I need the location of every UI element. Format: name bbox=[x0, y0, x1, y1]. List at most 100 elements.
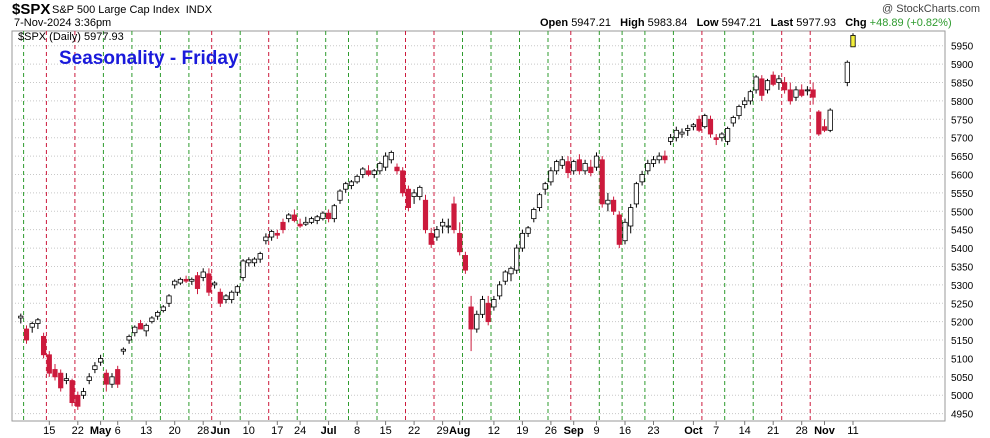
candles bbox=[18, 33, 856, 410]
candle-body bbox=[200, 271, 206, 278]
candle-body bbox=[268, 231, 275, 238]
y-tick-label: 5900 bbox=[951, 60, 974, 71]
high-value: 5983.84 bbox=[647, 17, 688, 29]
candle-body bbox=[103, 372, 109, 385]
x-tick-label: 28 bbox=[197, 425, 209, 437]
candle-body bbox=[52, 369, 58, 378]
candle-body bbox=[576, 159, 583, 172]
candle-body bbox=[303, 221, 309, 225]
candle-body bbox=[804, 89, 811, 92]
candle-body bbox=[673, 129, 679, 139]
candle-body bbox=[189, 278, 195, 282]
x-tick-label: 23 bbox=[647, 425, 659, 437]
candle-body bbox=[696, 118, 702, 131]
x-tick-label: 10 bbox=[243, 425, 255, 437]
candle-body bbox=[502, 271, 508, 282]
candle-body bbox=[394, 166, 400, 172]
x-tick-label: 19 bbox=[516, 425, 528, 437]
candle-body bbox=[479, 299, 486, 315]
candle-body bbox=[211, 282, 218, 286]
candle-body bbox=[417, 186, 423, 197]
candle-body bbox=[120, 348, 126, 352]
candle-body bbox=[29, 323, 35, 328]
candle-body bbox=[405, 188, 412, 209]
candle-body bbox=[719, 133, 725, 139]
x-tick-label: 15 bbox=[43, 425, 55, 437]
open-value: 5947.21 bbox=[571, 17, 611, 29]
x-tick-label: 15 bbox=[379, 425, 391, 437]
x-tick-label: 13 bbox=[140, 425, 152, 437]
x-tick-label: Jun bbox=[211, 425, 231, 437]
candle-body bbox=[514, 247, 520, 271]
x-tick-label: Aug bbox=[449, 425, 470, 437]
candle-body bbox=[69, 380, 75, 404]
candle-body bbox=[605, 199, 611, 205]
candle-body bbox=[257, 253, 263, 260]
candle-body bbox=[388, 152, 394, 161]
candle-body bbox=[668, 137, 674, 142]
y-tick-label: 5200 bbox=[951, 318, 974, 329]
candle-body bbox=[747, 91, 754, 102]
candle-body bbox=[827, 109, 833, 131]
candle-body bbox=[92, 365, 98, 370]
y-tick-label: 5550 bbox=[951, 189, 974, 200]
candle-body bbox=[149, 317, 155, 323]
candle-body bbox=[160, 306, 166, 312]
x-tick-label: 6 bbox=[115, 425, 121, 437]
y-tick-label: 5500 bbox=[951, 207, 974, 218]
x-tick-label: 14 bbox=[739, 425, 751, 437]
candle-body bbox=[166, 295, 172, 304]
candle-body bbox=[46, 354, 52, 374]
x-tick-label: May bbox=[90, 425, 112, 437]
candle-body bbox=[172, 280, 178, 286]
chart-title: Seasonality - Friday bbox=[59, 48, 239, 69]
candle-body bbox=[548, 170, 554, 183]
candle-body bbox=[554, 161, 560, 172]
candle-body bbox=[229, 291, 235, 300]
plot-frame bbox=[11, 30, 946, 422]
candle-body bbox=[793, 89, 799, 98]
candle-body bbox=[542, 183, 548, 190]
candle-body bbox=[844, 61, 850, 83]
x-tick-label: 22 bbox=[408, 425, 420, 437]
x-tick-label: 20 bbox=[169, 425, 181, 437]
candle-body bbox=[690, 124, 697, 128]
candle-body bbox=[571, 161, 577, 172]
candle-body bbox=[132, 326, 138, 334]
x-tick-label: Oct bbox=[684, 425, 703, 437]
candle-body bbox=[656, 155, 662, 161]
candle-body bbox=[325, 212, 332, 220]
candle-body bbox=[177, 278, 183, 284]
candle-body bbox=[650, 159, 657, 164]
candle-body bbox=[246, 259, 252, 264]
x-tick-label: 8 bbox=[354, 425, 360, 437]
candle-body bbox=[730, 117, 736, 124]
x-tick-label: 28 bbox=[796, 425, 808, 437]
candle-body bbox=[702, 115, 708, 128]
candle-body bbox=[434, 229, 440, 238]
y-tick-label: 5300 bbox=[951, 281, 974, 292]
candle-body bbox=[348, 181, 355, 186]
x-tick-label: 21 bbox=[767, 425, 779, 437]
candle-body bbox=[451, 203, 457, 231]
symbol-name: S&P 500 Large Cap Index INDX bbox=[52, 4, 212, 16]
candle-body bbox=[531, 209, 537, 220]
candle-body bbox=[63, 378, 69, 381]
candle-body bbox=[331, 205, 337, 220]
timestamp: 7-Nov-2024 3:36pm bbox=[14, 17, 112, 29]
candle-body bbox=[770, 74, 776, 85]
candle-body bbox=[593, 155, 600, 168]
y-tick-label: 5250 bbox=[951, 299, 974, 310]
candle-body bbox=[297, 223, 303, 227]
y-tick-label: 5950 bbox=[951, 42, 974, 53]
candle-body bbox=[525, 227, 531, 234]
exchange-label: INDX bbox=[185, 4, 213, 16]
y-tick-label: 5350 bbox=[951, 262, 974, 273]
candle-body bbox=[662, 155, 668, 161]
gridlines bbox=[12, 45, 945, 415]
candle-body bbox=[536, 194, 543, 209]
ohlc-readout: Open 5947.21 High 5983.84 Low 5947.21 La… bbox=[540, 17, 952, 29]
last-value: 5977.93 bbox=[796, 17, 837, 29]
x-tick-label: 12 bbox=[488, 425, 500, 437]
